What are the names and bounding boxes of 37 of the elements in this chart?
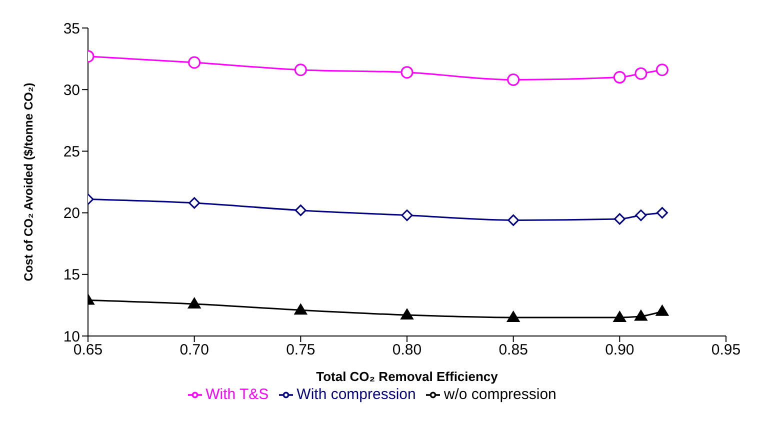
y-tick-label: 35 [63, 20, 80, 38]
point [188, 56, 201, 69]
legend-label: With compression [296, 386, 416, 403]
x-axis-title: Total CO₂ Removal Efficiency [316, 369, 499, 384]
x-tick-label: 0.75 [286, 342, 316, 359]
point [506, 311, 520, 322]
point [188, 197, 200, 209]
point [294, 304, 308, 315]
legend-label: w/o compression [444, 386, 556, 403]
point [634, 67, 648, 80]
point [188, 297, 201, 308]
point [656, 207, 668, 219]
point [656, 64, 668, 76]
point [635, 210, 647, 222]
point [400, 66, 414, 79]
legend-label: With T&S [206, 386, 269, 403]
point [294, 204, 306, 216]
point [507, 73, 520, 86]
point [400, 308, 414, 320]
point [634, 310, 648, 321]
x-tick-label: 0.95 [711, 342, 741, 359]
x-tick-label: 0.85 [498, 342, 528, 359]
x-tick-label: 0.90 [605, 342, 634, 359]
point [401, 210, 413, 222]
point [613, 311, 626, 322]
point [614, 213, 626, 225]
x-tick-label: 0.70 [180, 342, 209, 359]
y-tick-label: 20 [63, 205, 80, 222]
x-tick-label: 0.80 [392, 342, 422, 359]
y-tick-label: 15 [63, 266, 80, 284]
point [613, 71, 626, 84]
y-tick-label: 25 [63, 144, 80, 161]
y-tick-label: 30 [63, 82, 80, 99]
point [508, 214, 520, 226]
point [656, 304, 669, 316]
point [294, 64, 307, 76]
y-axis-title: Cost of CO₂ Avoided ($/tonne CO₂) [21, 82, 36, 282]
